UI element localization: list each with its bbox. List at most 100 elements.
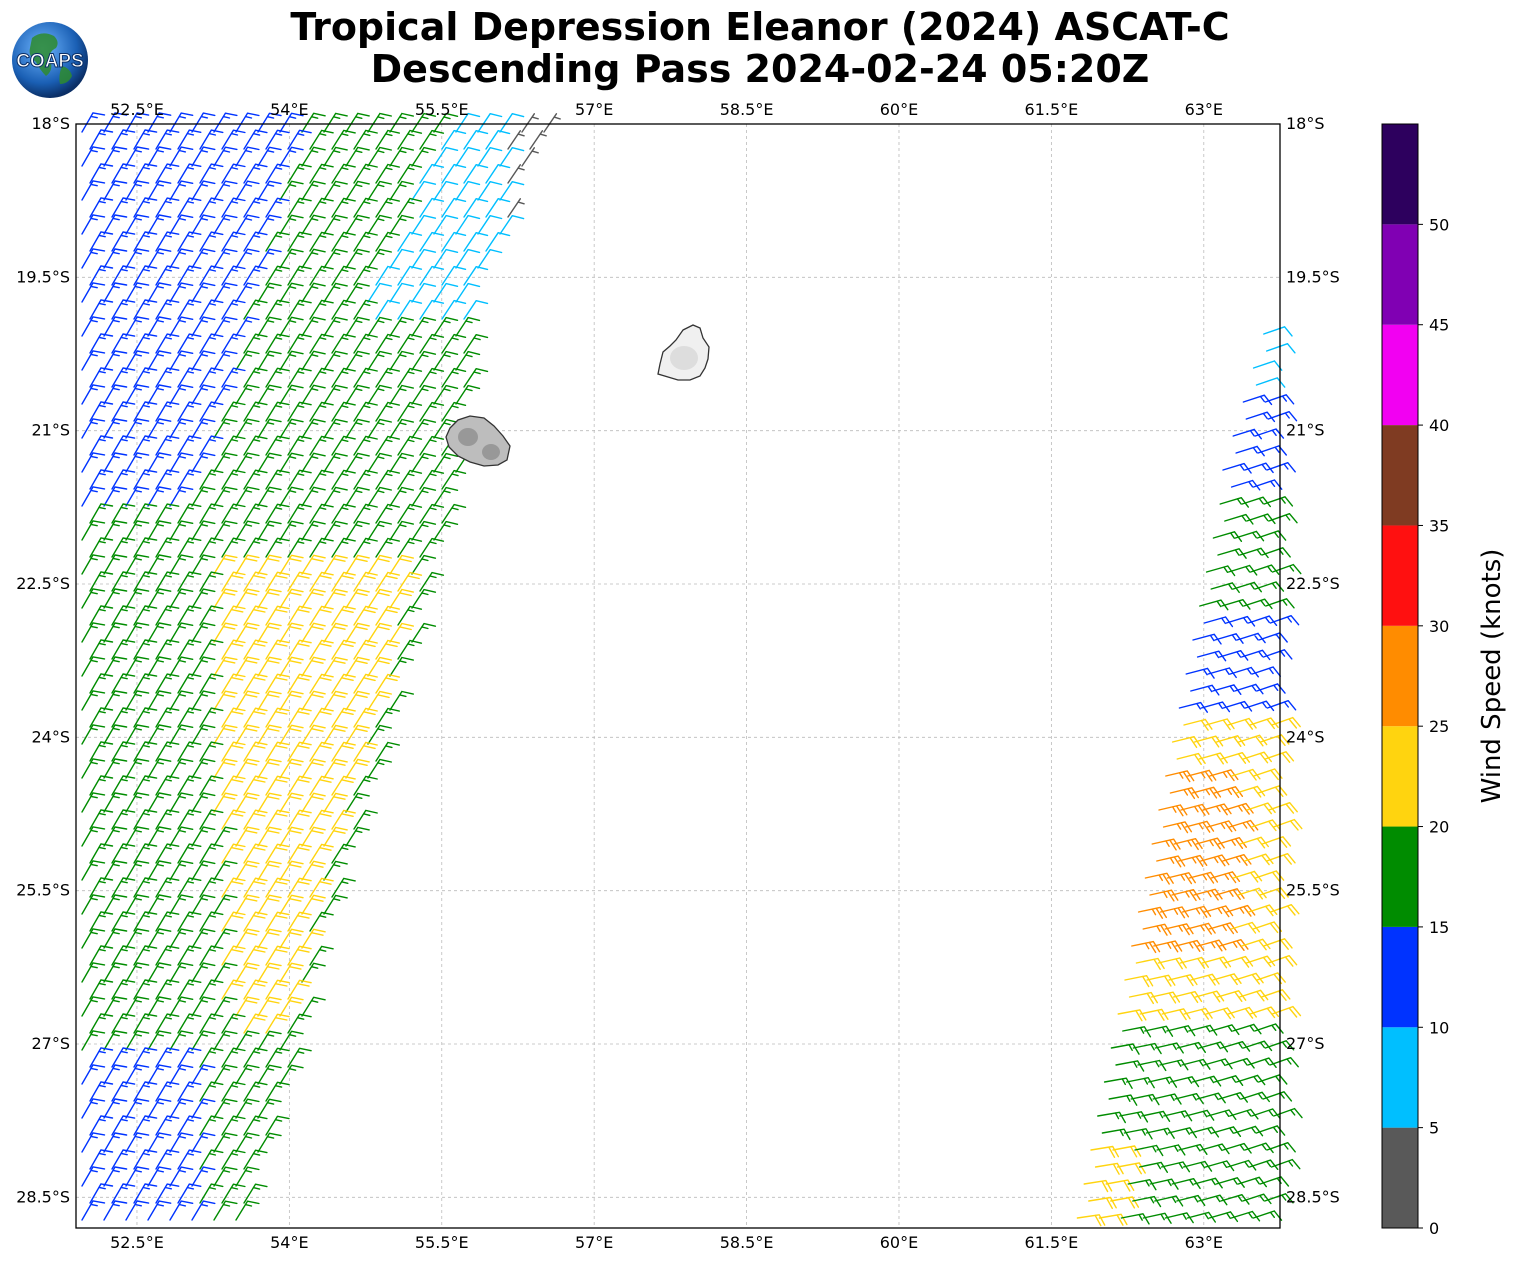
wind-barb [125,758,150,779]
colorbar-tick-label: 20 [1429,818,1449,837]
wind-barb [191,826,216,847]
wind-barb [125,1200,150,1221]
wind-barb [301,452,326,473]
wind-barb [89,299,114,320]
wind-barb [1149,1178,1179,1190]
wind-barb [243,809,268,830]
wind-barb [309,741,334,762]
wind-barb [463,368,489,388]
wind-barb [389,588,414,609]
wind-barb [419,435,445,456]
wind-barb [279,180,304,201]
wind-barb [235,554,260,575]
wind-barb [367,520,392,541]
wind-barb [441,367,467,388]
wind-barb [1130,1093,1160,1106]
wind-barb [367,622,392,643]
wind-barb [353,265,378,286]
wind-barb [125,452,150,473]
wind-barb [133,197,158,218]
wind-barb [301,826,326,847]
wind-barb [155,1047,180,1068]
wind-barb [265,299,290,320]
wind-barb [213,1166,238,1187]
wind-barb [257,1030,282,1051]
wind-barb [155,673,180,694]
wind-barb [389,418,414,439]
wind-barb [375,605,400,626]
wind-barb [1271,563,1302,575]
wind-barb [1147,1076,1178,1088]
wind-barb [111,945,136,966]
wind-barb [213,146,238,167]
wind-barb [257,418,282,439]
wind-barb [331,435,356,456]
colorbar-frame [1381,123,1419,1229]
wind-barb [397,197,423,218]
wind-barb [147,520,172,541]
wind-barb [103,622,128,643]
wind-barb [191,112,216,133]
wind-barb [1230,479,1261,491]
wind-barb [441,333,467,354]
wind-barb [389,146,414,167]
wind-barb [265,1115,290,1136]
wind-barb [111,1183,136,1204]
wind-barb [309,265,334,286]
wind-barb [1249,564,1280,575]
wind-barb [199,1115,224,1136]
wind-barb [89,401,114,422]
wind-barb [419,571,445,592]
wind-barb [1220,1194,1250,1205]
wind-barb [111,503,136,524]
wind-barb [81,146,106,167]
wind-barb [199,129,224,150]
wind-barb [89,435,114,456]
wind-barb [1252,360,1283,371]
wind-barb [103,928,128,949]
wind-barb [331,129,356,150]
wind-barb [1234,683,1264,695]
wind-barb [111,741,136,762]
wind-barb [353,809,378,830]
wind-barb [125,996,150,1017]
wind-barb [441,231,467,252]
wind-barb [221,197,246,218]
lon-label-top: 57°E [575,100,613,119]
wind-barb [133,1047,158,1068]
wind-barb [1151,838,1181,851]
wind-barb [89,1081,114,1102]
wind-barb [499,147,525,167]
lat-label-right: 22.5°S [1286,574,1340,593]
wind-barb [265,877,290,898]
wind-barb [367,486,392,507]
wind-barb [331,639,356,660]
wind-barb [111,707,136,728]
wind-barb [1131,940,1161,954]
wind-barb [419,333,445,354]
wind-barb [199,673,224,694]
wind-barb [397,435,423,456]
wind-barb [1256,683,1286,694]
wind-barb [279,928,304,949]
wind-barb [221,333,246,354]
wind-barb [411,554,437,575]
wind-barb [331,503,356,524]
wind-barb [169,860,194,881]
wind-barb [155,163,180,184]
lon-label-bottom: 58.5°E [720,1233,774,1252]
wind-barb [103,894,128,915]
wind-barb [1115,1060,1145,1072]
wind-barb [419,503,445,524]
wind-barb [257,214,282,235]
wind-barb [1266,700,1297,711]
wind-barb [433,384,459,405]
wind-barb [155,707,180,728]
coaps-logo: COAPS [12,22,88,98]
wind-barb [243,367,268,388]
wind-barb [89,367,114,388]
wind-barb [1156,855,1186,868]
wind-barb [265,333,290,354]
wind-barb [169,1200,194,1221]
